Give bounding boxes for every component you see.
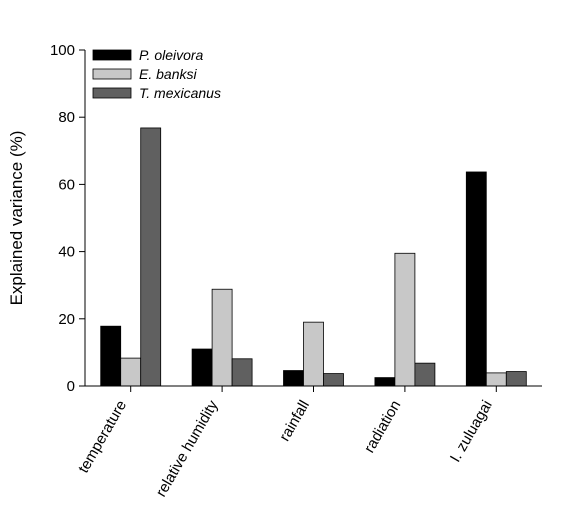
x-tick-label: relative humidity [153,397,222,500]
bar-p-oleivora-rainfall [283,370,304,387]
legend-label-t-mexicanus: T. mexicanus [139,85,221,101]
legend-label-e-banksi: E. banksi [139,66,197,82]
bars-layer [100,127,527,387]
bar-e-banksi-i-zuluagai [485,372,507,387]
bar-p-oleivora-temperature [100,325,122,387]
x-ticks: temperature relative humidity rainfall radi… [75,386,497,500]
y-tick-label: 60 [58,176,75,193]
bar-t-mexicanus-i-zuluagai [505,371,527,387]
bar-t-mexicanus-radiation [414,362,436,387]
x-tick-label: rainfall [276,398,313,445]
legend-swatch-e-banksi [92,68,132,80]
legend-swatch-p-oleivora [92,49,132,61]
bar-t-mexicanus-relative-humidity [231,358,253,387]
bar-t-mexicanus-rainfall [323,373,344,387]
bar-e-banksi-radiation [394,252,416,387]
y-tick-label: 0 [67,378,75,395]
y-tick-label: 20 [58,311,75,328]
bar-e-banksi-relative-humidity [211,288,233,387]
bar-t-mexicanus-temperature [140,127,162,387]
legend-swatch-t-mexicanus [92,87,132,99]
x-tick-label: I. zuluagai [447,398,496,466]
y-tick-label: 80 [58,109,75,126]
bar-p-oleivora-radiation [374,377,396,387]
legend: P. oleivora E. banksi T. mexicanus [92,47,221,101]
x-tick-label: temperature [75,398,130,477]
legend-label-p-oleivora: P. oleivora [139,47,204,63]
bar-p-oleivora-i-zuluagai [465,171,487,387]
bar-e-banksi-rainfall [303,321,324,387]
y-tick-label: 40 [58,244,75,261]
y-ticks: 0 20 40 60 80 100 [50,42,85,395]
y-tick-label: 100 [50,42,75,59]
x-tick-label: radiation [361,398,404,456]
y-axis-title: Explained variance (%) [7,131,26,306]
bar-e-banksi-temperature [120,357,142,387]
bar-p-oleivora-relative-humidity [191,348,213,387]
